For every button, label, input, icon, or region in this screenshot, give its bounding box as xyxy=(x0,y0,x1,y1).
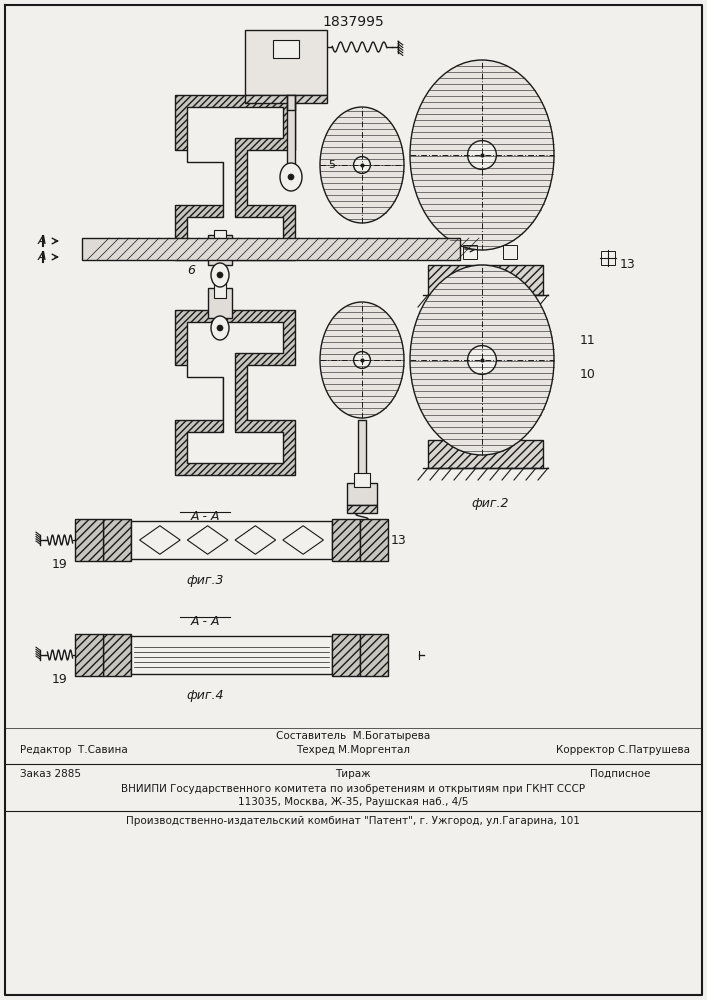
Bar xyxy=(131,636,332,674)
Bar xyxy=(273,40,299,58)
Circle shape xyxy=(217,272,223,278)
Ellipse shape xyxy=(280,163,302,191)
Bar xyxy=(75,519,103,561)
Bar xyxy=(245,30,327,95)
Bar xyxy=(601,251,615,265)
Bar xyxy=(428,265,543,295)
Circle shape xyxy=(217,325,223,331)
Bar xyxy=(208,235,232,265)
Ellipse shape xyxy=(410,60,554,250)
Ellipse shape xyxy=(211,316,229,340)
Text: А: А xyxy=(37,234,46,247)
Circle shape xyxy=(288,174,294,180)
Polygon shape xyxy=(187,322,283,463)
Text: А - А: А - А xyxy=(190,510,220,523)
Polygon shape xyxy=(175,95,295,260)
Bar xyxy=(245,95,327,103)
Text: 6: 6 xyxy=(187,263,195,276)
Bar xyxy=(332,519,360,561)
Circle shape xyxy=(354,352,370,368)
Text: 19: 19 xyxy=(52,673,68,686)
Circle shape xyxy=(467,346,496,374)
Circle shape xyxy=(354,157,370,173)
Text: 10: 10 xyxy=(580,368,596,381)
Bar xyxy=(347,505,377,513)
Bar xyxy=(75,634,103,676)
Bar xyxy=(354,473,370,487)
Bar xyxy=(82,238,460,260)
Text: Составитель  М.Богатырева: Составитель М.Богатырева xyxy=(276,731,430,741)
Text: Редактор  Т.Савина: Редактор Т.Савина xyxy=(20,745,128,755)
Text: Корректор С.Патрушева: Корректор С.Патрушева xyxy=(556,745,690,755)
Text: 13: 13 xyxy=(620,258,636,271)
Text: 19: 19 xyxy=(52,558,68,571)
Polygon shape xyxy=(175,310,295,475)
Text: 5: 5 xyxy=(328,160,335,170)
Bar xyxy=(332,634,360,676)
Text: ВНИИПИ Государственного комитета по изобретениям и открытиям при ГКНТ СССР: ВНИИПИ Государственного комитета по изоб… xyxy=(121,784,585,794)
Bar xyxy=(428,440,543,468)
Ellipse shape xyxy=(320,302,404,418)
Bar xyxy=(103,634,131,676)
Circle shape xyxy=(467,141,496,169)
Ellipse shape xyxy=(211,263,229,287)
Text: фиг.3: фиг.3 xyxy=(186,574,223,587)
Text: 113035, Москва, Ж-35, Раушская наб., 4/5: 113035, Москва, Ж-35, Раушская наб., 4/5 xyxy=(238,797,468,807)
Bar xyxy=(347,483,377,505)
Bar xyxy=(463,245,477,259)
Bar xyxy=(360,519,388,561)
Text: 11: 11 xyxy=(580,334,596,347)
Text: А: А xyxy=(37,250,46,263)
Polygon shape xyxy=(187,107,283,248)
Bar xyxy=(214,283,226,298)
Text: Тираж: Тираж xyxy=(335,769,370,779)
Text: Техред М.Моргентал: Техред М.Моргентал xyxy=(296,745,410,755)
Text: А - А: А - А xyxy=(190,615,220,628)
Text: Подписное: Подписное xyxy=(590,769,650,779)
Bar xyxy=(287,95,295,165)
Bar xyxy=(358,420,366,475)
Ellipse shape xyxy=(410,265,554,455)
Text: Заказ 2885: Заказ 2885 xyxy=(20,769,81,779)
Text: 1837995: 1837995 xyxy=(322,15,384,29)
Text: фиг.2: фиг.2 xyxy=(472,497,509,510)
Text: фиг.4: фиг.4 xyxy=(186,689,223,702)
Text: 13: 13 xyxy=(391,534,407,546)
Bar xyxy=(360,634,388,676)
Bar xyxy=(208,288,232,318)
Text: Производственно-издательский комбинат "Патент", г. Ужгород, ул.Гагарина, 101: Производственно-издательский комбинат "П… xyxy=(126,816,580,826)
Bar xyxy=(131,521,332,559)
Bar xyxy=(103,519,131,561)
Ellipse shape xyxy=(320,107,404,223)
Bar xyxy=(503,245,517,259)
Bar xyxy=(214,230,226,245)
